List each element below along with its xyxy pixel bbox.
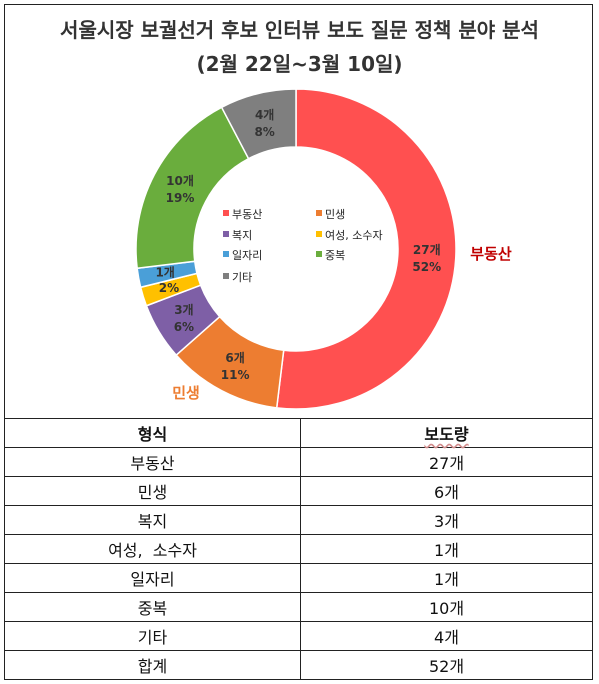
slice-other (220, 88, 297, 160)
cell-category: 부동산 (4, 447, 301, 477)
cell-category: 중복 (4, 592, 301, 622)
slice-count-label: 6개 (225, 351, 244, 365)
cell-count: 1개 (300, 563, 593, 593)
cell-category: 여성, 소수자 (4, 534, 301, 564)
slice-real-estate (275, 88, 457, 410)
header-volume: 보도량 (300, 418, 593, 448)
header-volume-text: 보도량 (424, 425, 469, 444)
slice-percent-label: 2% (159, 281, 179, 295)
legend-swatch (223, 231, 229, 237)
figure-frame (4, 4, 593, 680)
chart-subtitle: (2월 22일~3월 10일) (196, 52, 403, 76)
cell-category: 복지 (4, 505, 301, 535)
cell-count: 52개 (300, 650, 593, 680)
table-row: 부동산 27개 (4, 447, 593, 477)
table-row: 기타 4개 (4, 621, 593, 651)
slice-percent-label: 6% (174, 320, 194, 334)
callout-livelihood: 민생 (172, 384, 200, 402)
slice-count-label: 3개 (174, 303, 193, 317)
data-table: 형식 보도량 부동산 27개 민생 6개 복지 3개 여성, 소수자 1개 일자리 1개 … (4, 418, 593, 680)
legend-swatch (223, 210, 229, 216)
slice-percent-label: 11% (221, 368, 250, 382)
cell-count: 4개 (300, 621, 593, 651)
slice-count-label: 1개 (155, 266, 174, 280)
cell-category: 합계 (4, 650, 301, 680)
slice-percent-label: 8% (254, 125, 274, 139)
slice-percent-label: 52% (412, 260, 441, 274)
legend-label: 여성, 소수자 (325, 229, 383, 242)
cell-count: 3개 (300, 505, 593, 535)
cell-category: 기타 (4, 621, 301, 651)
legend-label: 일자리 (232, 248, 262, 262)
legend-label: 민생 (325, 208, 345, 221)
cell-category: 일자리 (4, 563, 301, 593)
cell-count: 27개 (300, 447, 593, 477)
legend-swatch (316, 231, 322, 237)
table-row: 중복 10개 (4, 592, 593, 622)
chart-title: 서울시장 보궐선거 후보 인터뷰 보도 질문 정책 분야 분석 (60, 18, 539, 42)
table-header-row: 형식 보도량 (4, 418, 593, 448)
legend-label: 복지 (232, 229, 252, 242)
callout-real-estate: 부동산 (470, 245, 512, 263)
table-row-total: 합계 52개 (4, 650, 593, 680)
legend-label: 기타 (232, 271, 252, 284)
legend-label: 부동산 (232, 208, 262, 221)
slice-count-label: 4개 (255, 108, 274, 122)
legend-swatch (223, 251, 229, 257)
table-row: 일자리 1개 (4, 563, 593, 593)
legend-swatch (316, 251, 322, 257)
slice-percent-label: 19% (166, 191, 195, 205)
table-row: 여성, 소수자 1개 (4, 534, 593, 564)
table-row: 민생 6개 (4, 476, 593, 506)
slice-count-label: 27개 (413, 243, 441, 257)
cell-count: 1개 (300, 534, 593, 564)
cell-count: 10개 (300, 592, 593, 622)
slice-count-label: 10개 (166, 174, 194, 188)
legend-label: 중복 (325, 249, 345, 262)
table-row: 복지 3개 (4, 505, 593, 535)
cell-count: 6개 (300, 476, 593, 506)
header-type: 형식 (4, 418, 301, 448)
legend-swatch (223, 273, 229, 279)
cell-category: 민생 (4, 476, 301, 506)
legend-swatch (316, 210, 322, 216)
